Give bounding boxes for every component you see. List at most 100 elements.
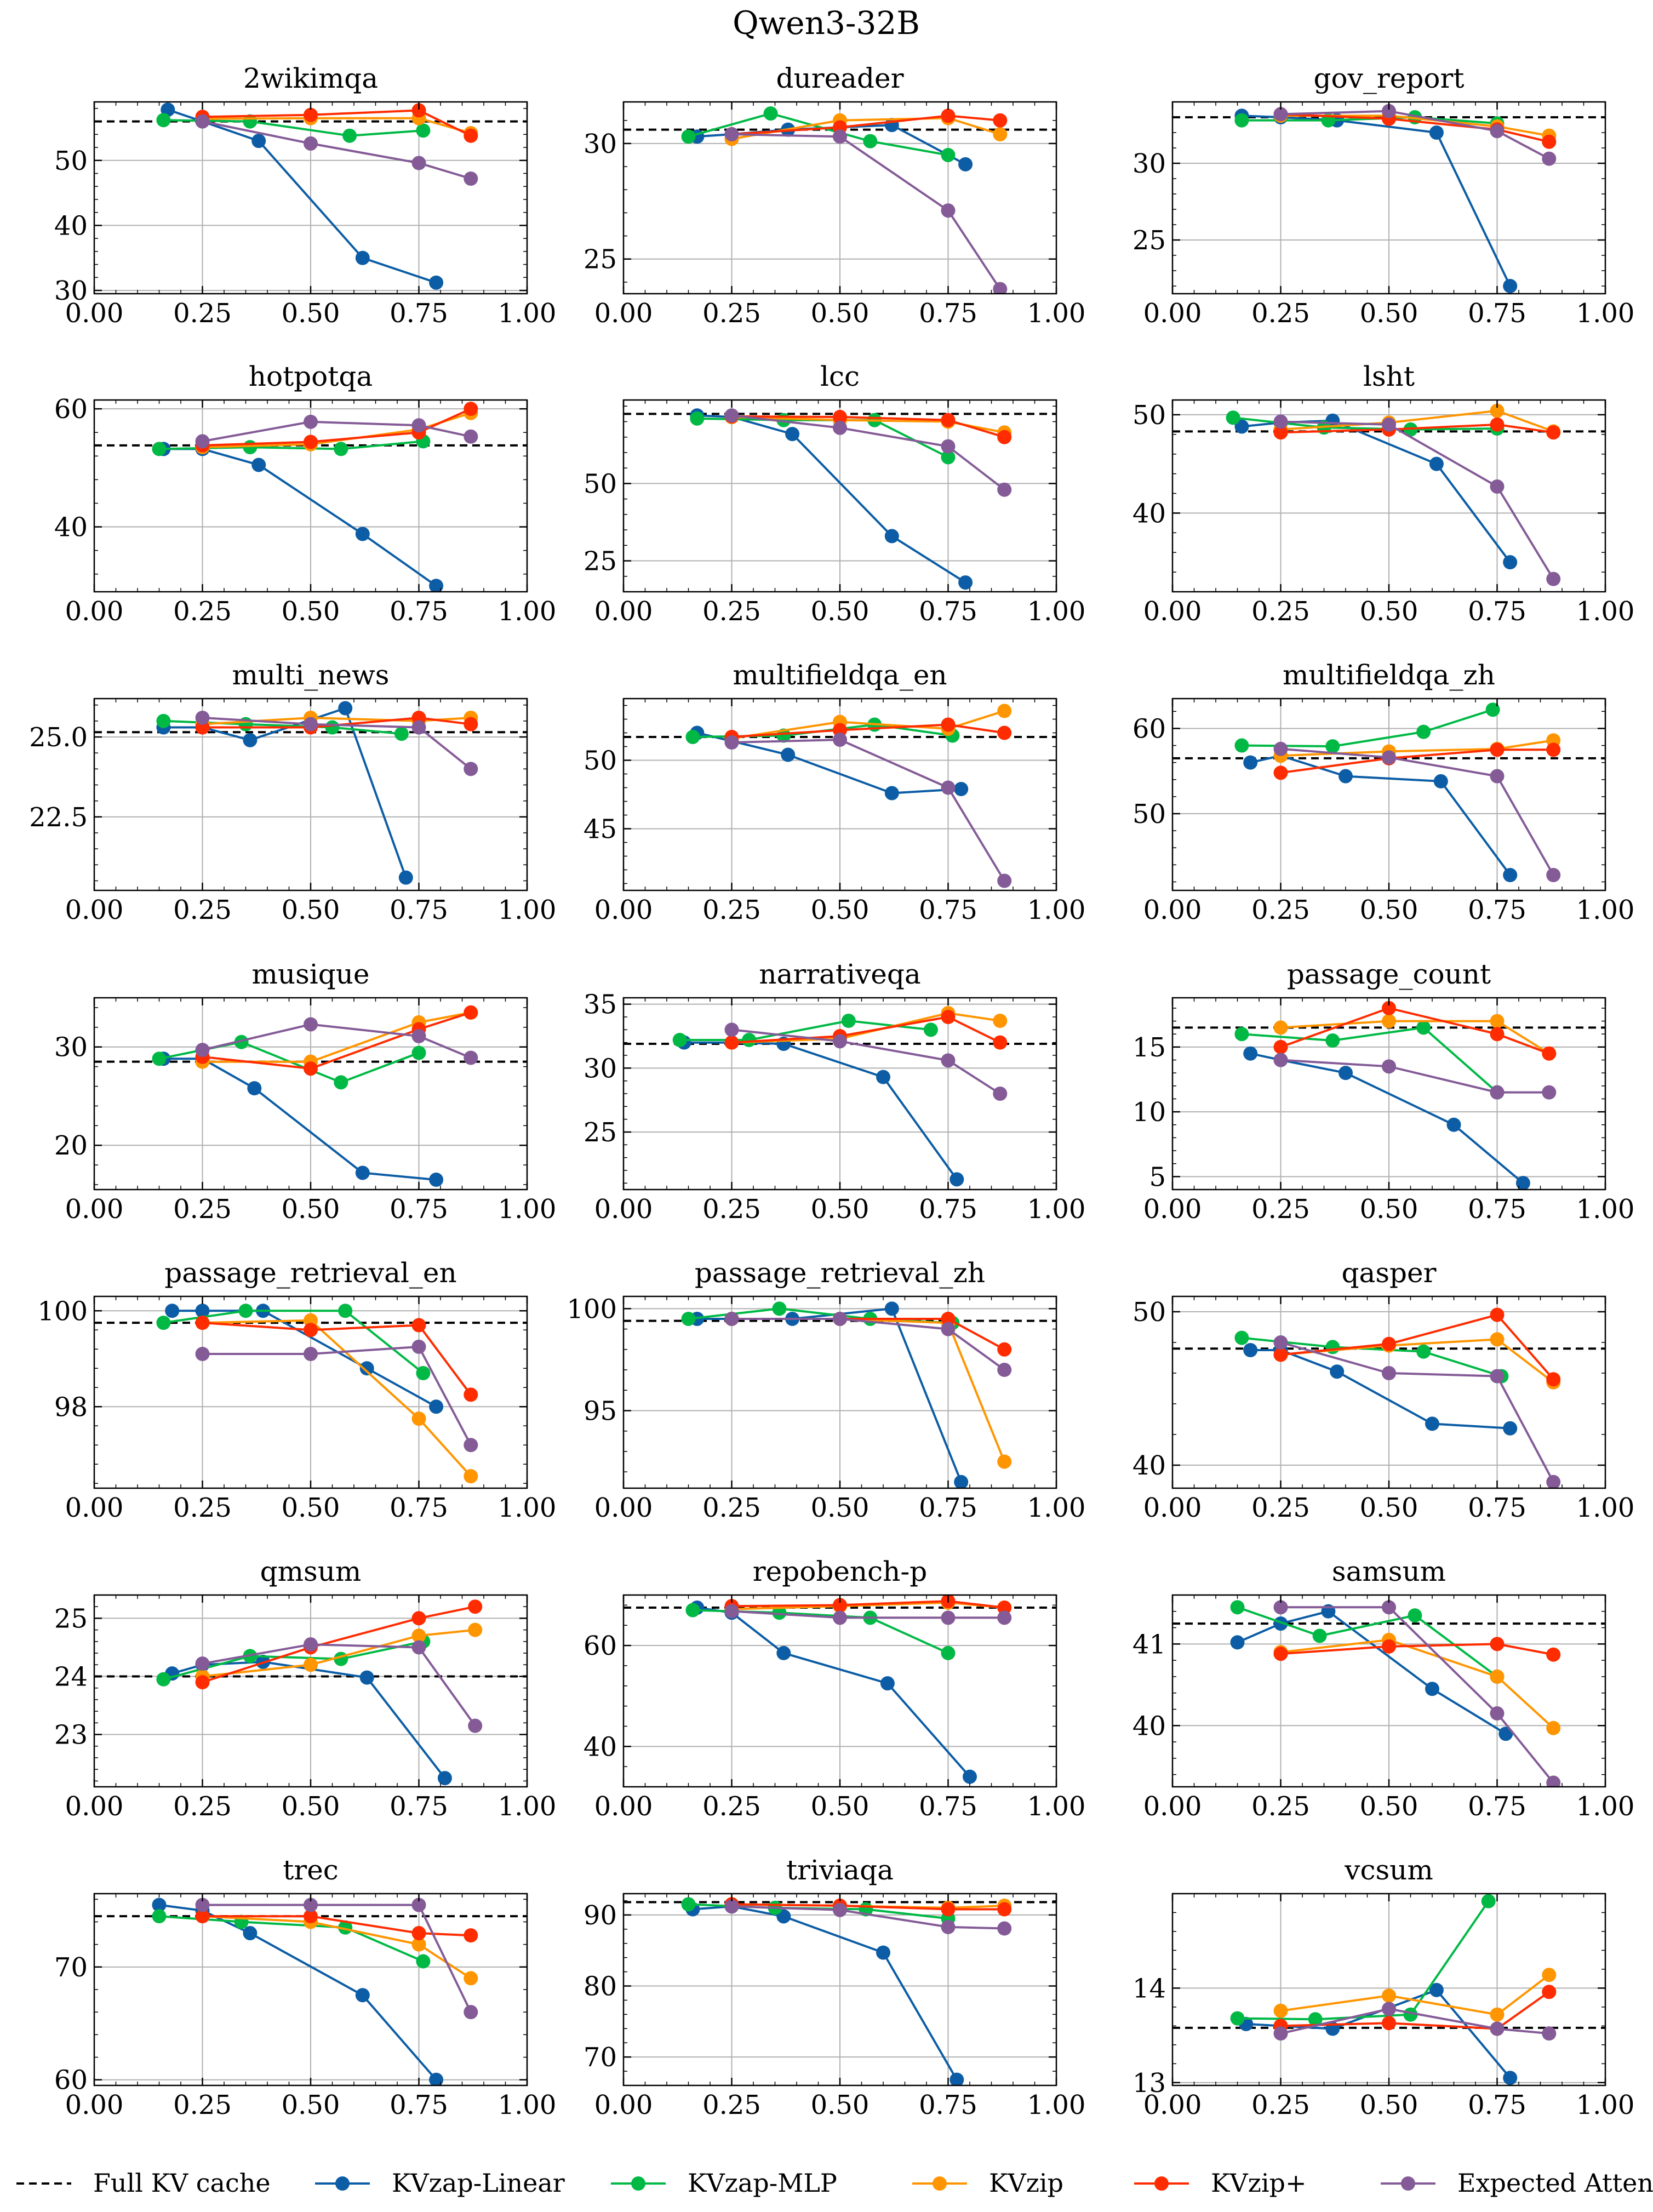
x-tick-label: 0.75 — [919, 596, 977, 627]
data-point — [681, 1311, 696, 1326]
plot-area — [624, 408, 1056, 590]
data-point — [437, 1771, 452, 1786]
series-kvzap-mlp — [681, 106, 956, 162]
x-tick-label: 0.25 — [173, 1493, 232, 1523]
x-tick-label: 0.25 — [173, 1194, 232, 1225]
series-line — [1280, 747, 1554, 876]
y-tick-label: 40 — [54, 210, 88, 241]
data-point — [950, 2072, 964, 2085]
x-tick-label: 0.75 — [919, 1194, 977, 1225]
subplot-triviaqa: triviaqa 0.00 0.25 0.50 0.75 1.00 70 80 90 — [584, 1854, 1086, 2120]
data-point — [1490, 1706, 1505, 1721]
data-point — [1273, 414, 1288, 429]
legend-item-kvzip: KVzip — [912, 2168, 1063, 2198]
series-kvzap-linear — [156, 442, 444, 592]
subplot-title: passage_retrieval_en — [164, 1257, 456, 1289]
x-tick-label: 0.25 — [702, 2090, 761, 2120]
data-point — [411, 1926, 426, 1941]
subplot-title: narrativeqa — [759, 958, 920, 990]
data-point — [304, 435, 318, 449]
plot-area — [1172, 1307, 1605, 1488]
legend-label: KVzap-MLP — [688, 2168, 837, 2198]
y-tick-label: 50 — [1132, 1297, 1166, 1328]
data-point — [464, 172, 478, 186]
x-tick-label: 0.75 — [390, 1194, 448, 1225]
data-point — [1339, 1066, 1353, 1081]
y-tick-label: 80 — [584, 1971, 617, 2002]
data-point — [429, 1399, 444, 1414]
data-point — [997, 1342, 1012, 1357]
data-point — [1273, 1600, 1288, 1615]
data-point — [1273, 107, 1288, 122]
data-point — [1490, 742, 1505, 757]
data-point — [1490, 1369, 1505, 1384]
data-point — [833, 1902, 847, 1917]
data-point — [156, 1672, 171, 1687]
data-point — [685, 730, 700, 744]
subplot-multi-news: multi_news 0.00 0.25 0.50 0.75 1.00 22.5 25.0 — [29, 659, 556, 925]
subplot-gov-report: gov_report 0.00 0.25 0.50 0.75 1.00 25 30 — [1132, 62, 1635, 329]
data-point — [338, 1304, 353, 1318]
y-tick-label: 50 — [584, 746, 617, 776]
data-point — [1243, 1343, 1258, 1357]
data-point — [1230, 2011, 1245, 2026]
x-tick-label: 0.00 — [594, 1493, 653, 1523]
x-tick-label: 1.00 — [1027, 895, 1086, 925]
series-line — [1280, 1606, 1554, 1784]
x-tick-label: 0.75 — [390, 1791, 448, 1822]
x-tick-label: 0.50 — [811, 596, 870, 627]
data-point — [1382, 750, 1396, 765]
data-point — [954, 782, 969, 796]
data-point — [1546, 742, 1561, 757]
series-kvzap-linear — [156, 701, 413, 885]
data-point — [1339, 769, 1353, 784]
x-tick-label: 0.50 — [282, 895, 340, 925]
x-tick-label: 1.00 — [498, 1194, 557, 1225]
data-point — [355, 527, 370, 541]
data-point — [1382, 2016, 1396, 2031]
legend-label: Full KV cache — [93, 2168, 271, 2198]
data-point — [304, 1909, 318, 1924]
series-expected-attention — [195, 1637, 483, 1733]
x-tick-label: 0.75 — [1468, 2090, 1526, 2120]
data-point — [690, 411, 705, 426]
subplot-multifieldqa-en: multifieldqa_en 0.00 0.25 0.50 0.75 1.00 45 50 — [584, 659, 1086, 925]
series-line — [1280, 748, 1554, 774]
y-tick-label: 60 — [1132, 713, 1166, 744]
series-line — [202, 1319, 472, 1477]
data-point — [1498, 1727, 1513, 1741]
y-tick-label: 30 — [54, 1032, 88, 1063]
subplot-passage-retrieval-zh: passage_retrieval_zh 0.00 0.25 0.50 0.75 1.00… — [567, 1257, 1085, 1523]
data-point — [876, 1070, 890, 1084]
subplot-repobench-p: repobench-p 0.00 0.25 0.50 0.75 1.00 40 60 — [584, 1556, 1086, 1822]
x-tick-label: 0.00 — [65, 2090, 124, 2120]
data-point — [1485, 702, 1500, 717]
data-point — [833, 733, 847, 747]
series-line — [731, 415, 1005, 438]
series-line — [1280, 1341, 1554, 1483]
data-point — [997, 482, 1012, 497]
data-point — [954, 1474, 969, 1488]
x-tick-label: 0.25 — [173, 2090, 232, 2120]
data-point — [304, 1017, 318, 1032]
subplot-title: 2wikimqa — [243, 62, 378, 94]
series-line — [1280, 1638, 1554, 1729]
plot-area — [624, 1006, 1056, 1187]
series-kvzip — [1273, 1968, 1557, 2022]
data-point — [993, 1087, 1008, 1101]
data-point — [1542, 1085, 1557, 1100]
data-point — [429, 275, 444, 290]
figure-title: Qwen3-32B — [733, 4, 920, 42]
x-tick-label: 0.25 — [173, 1791, 232, 1822]
data-point — [1330, 1364, 1345, 1379]
x-tick-label: 0.50 — [282, 1791, 340, 1822]
series-kvzip — [1273, 1014, 1557, 1061]
data-point — [429, 2072, 444, 2085]
series-expected-attention — [195, 1339, 478, 1453]
y-tick-label: 90 — [584, 1900, 617, 1931]
data-point — [833, 1311, 847, 1326]
subplot-title: samsum — [1332, 1556, 1446, 1587]
data-point — [672, 1033, 687, 1047]
y-tick-label: 30 — [1132, 148, 1166, 179]
data-point — [742, 1033, 757, 1047]
